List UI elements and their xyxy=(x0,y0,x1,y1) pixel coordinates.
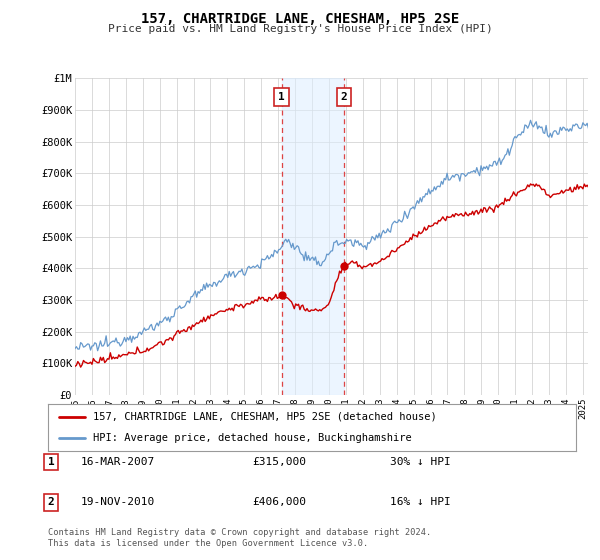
Text: 30% ↓ HPI: 30% ↓ HPI xyxy=(390,457,451,467)
Text: 2: 2 xyxy=(341,92,347,102)
Text: £315,000: £315,000 xyxy=(252,457,306,467)
Text: Contains HM Land Registry data © Crown copyright and database right 2024.
This d: Contains HM Land Registry data © Crown c… xyxy=(48,528,431,548)
Text: 16-MAR-2007: 16-MAR-2007 xyxy=(81,457,155,467)
Bar xyxy=(282,78,344,395)
Text: 2: 2 xyxy=(47,497,55,507)
Text: 1: 1 xyxy=(278,92,285,102)
Text: £406,000: £406,000 xyxy=(252,497,306,507)
Text: 157, CHARTRIDGE LANE, CHESHAM, HP5 2SE: 157, CHARTRIDGE LANE, CHESHAM, HP5 2SE xyxy=(141,12,459,26)
Text: 19-NOV-2010: 19-NOV-2010 xyxy=(81,497,155,507)
Text: 157, CHARTRIDGE LANE, CHESHAM, HP5 2SE (detached house): 157, CHARTRIDGE LANE, CHESHAM, HP5 2SE (… xyxy=(93,412,437,422)
Text: HPI: Average price, detached house, Buckinghamshire: HPI: Average price, detached house, Buck… xyxy=(93,433,412,444)
Text: Price paid vs. HM Land Registry's House Price Index (HPI): Price paid vs. HM Land Registry's House … xyxy=(107,24,493,34)
Text: 1: 1 xyxy=(47,457,55,467)
Text: 16% ↓ HPI: 16% ↓ HPI xyxy=(390,497,451,507)
